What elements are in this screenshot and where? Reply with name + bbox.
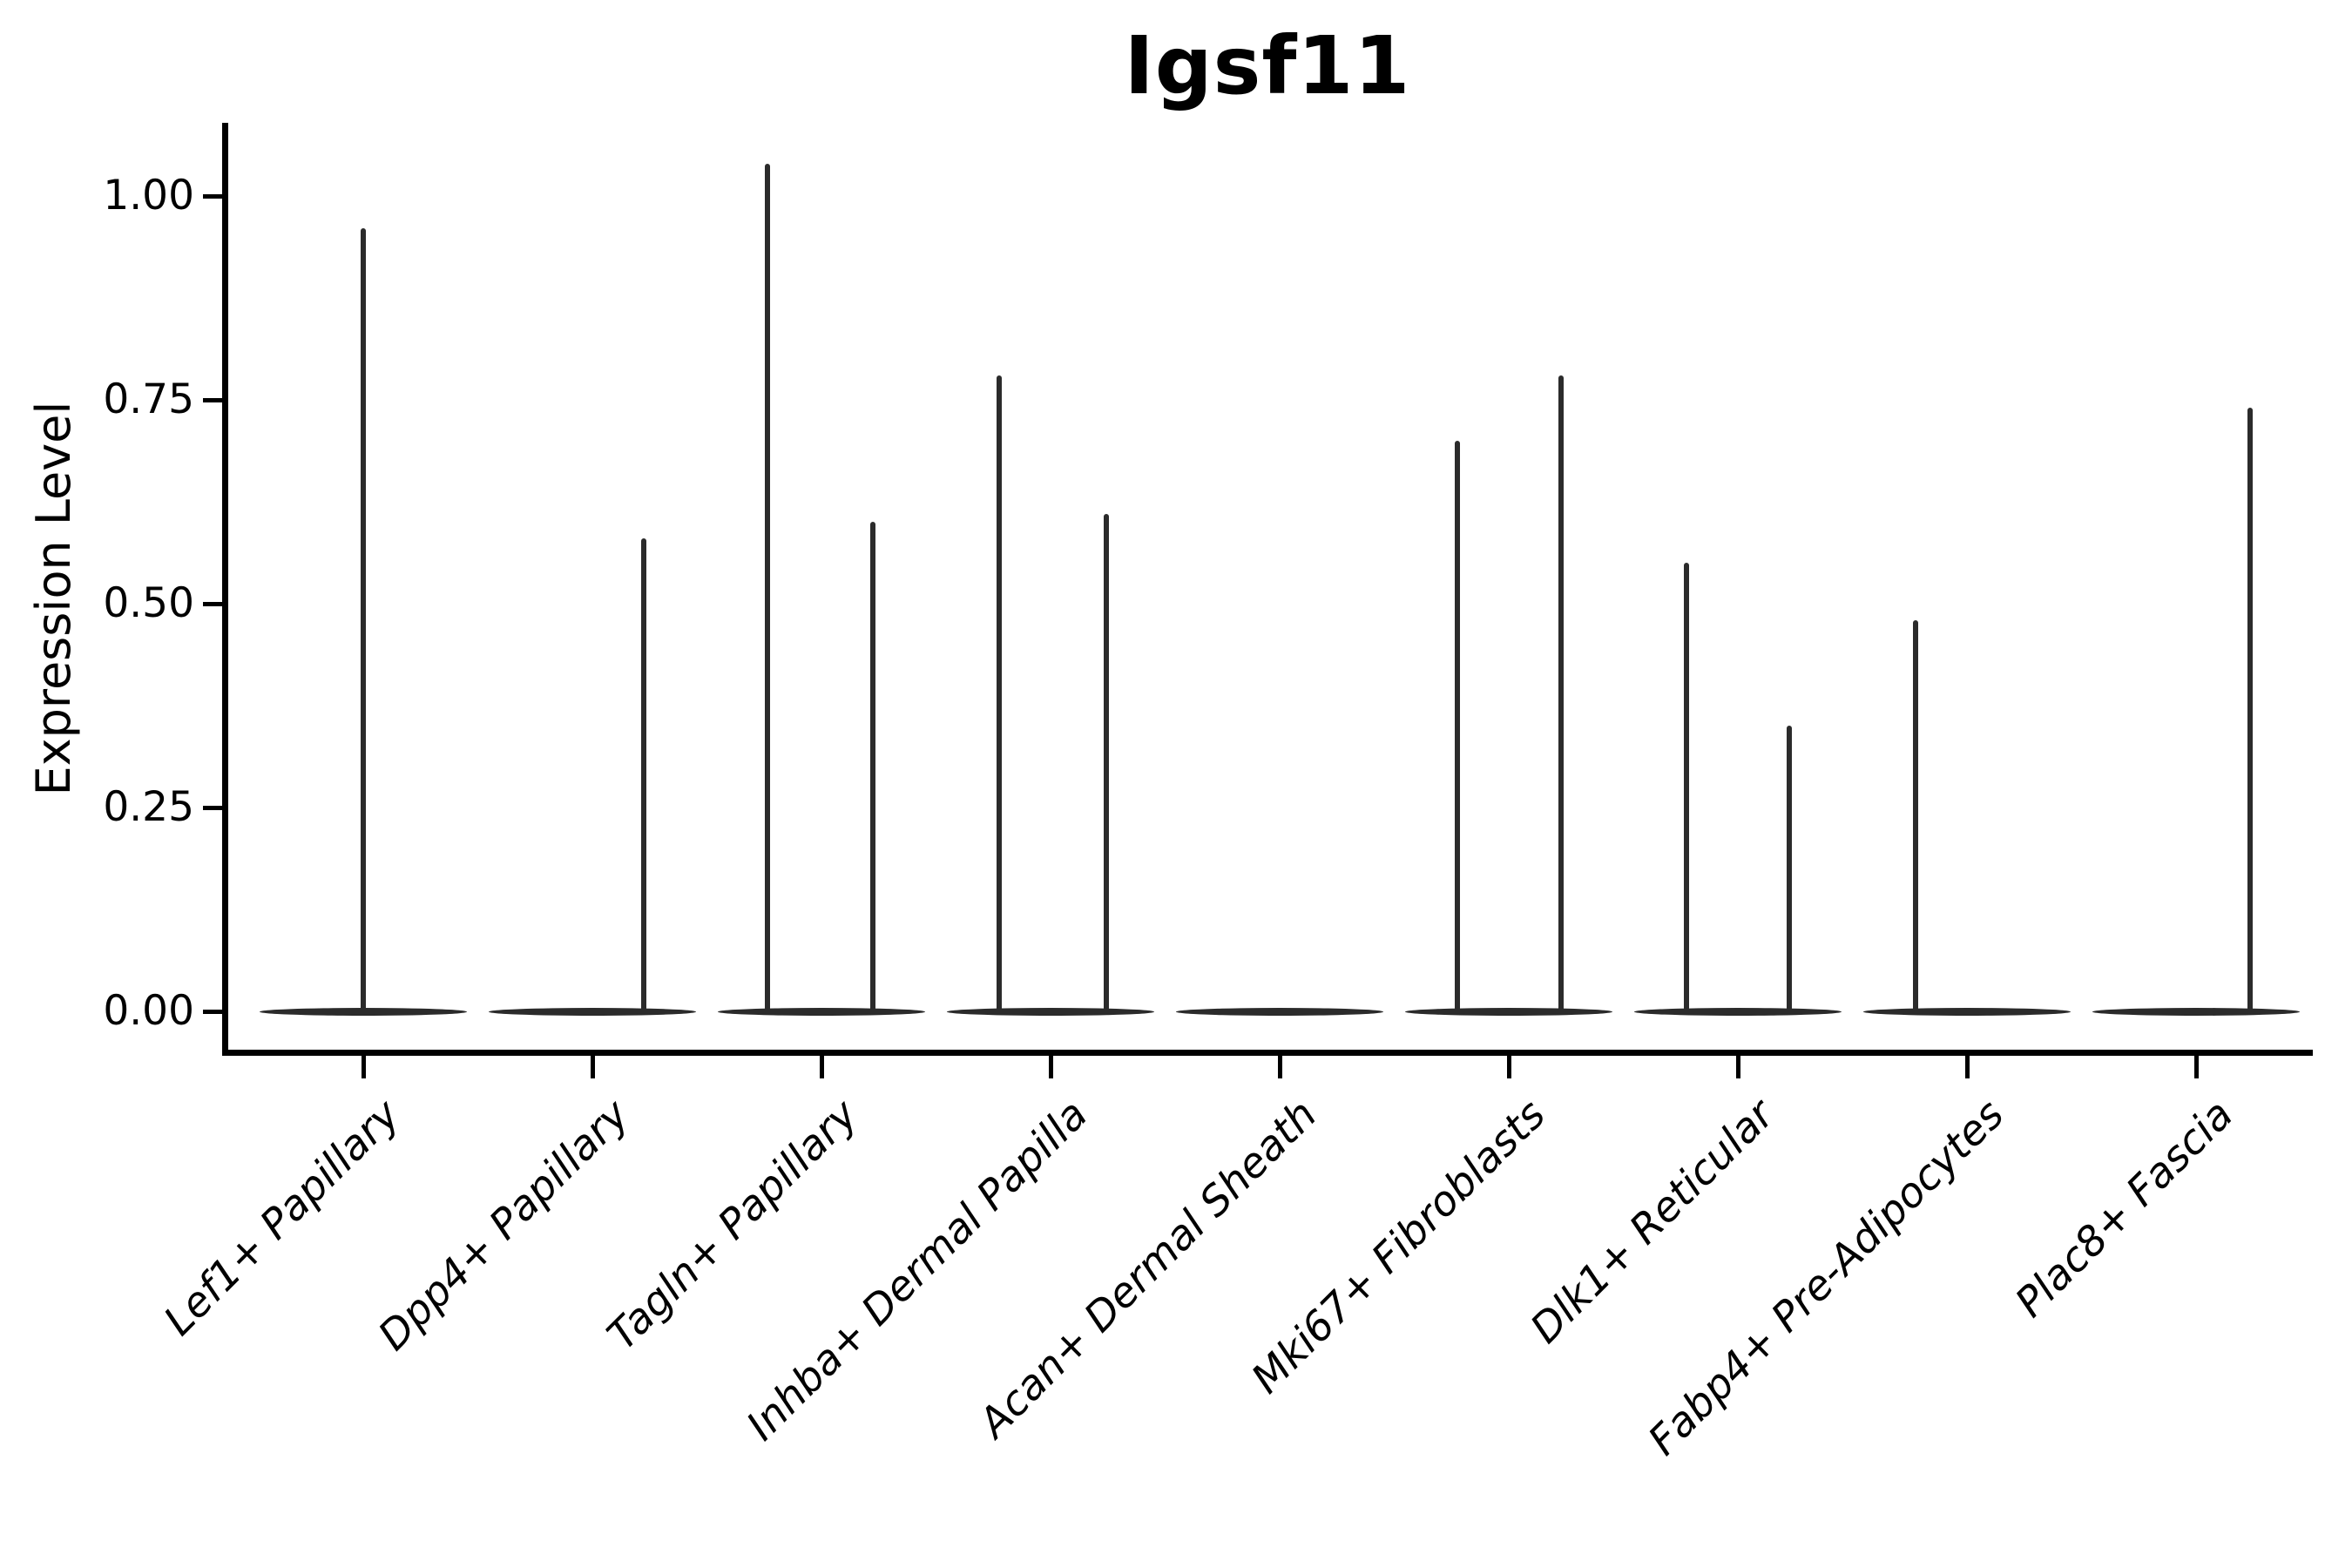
y-tick-label: 0.75 bbox=[103, 375, 194, 423]
expression-spike bbox=[765, 163, 771, 1015]
expression-spike bbox=[870, 522, 876, 1015]
x-tick-label: Dpp4+ Papillary bbox=[368, 1091, 639, 1361]
expression-spike bbox=[1787, 726, 1793, 1015]
y-tick bbox=[203, 601, 222, 606]
violin-base bbox=[718, 1007, 925, 1016]
x-tick-label: Plac8+ Fascia bbox=[2005, 1091, 2242, 1328]
x-tick bbox=[819, 1056, 824, 1078]
x-tick-label: Tagln+ Papillary bbox=[598, 1091, 868, 1360]
expression-spike bbox=[1912, 619, 1918, 1015]
x-axis-spine bbox=[222, 1050, 2313, 1056]
expression-spike bbox=[996, 375, 1002, 1015]
expression-spike bbox=[1104, 514, 1110, 1015]
x-tick-label: Dlk1+ Reticular bbox=[1521, 1091, 1784, 1353]
y-tick bbox=[203, 1009, 222, 1014]
y-tick-label: 0.25 bbox=[103, 783, 194, 831]
x-tick bbox=[1048, 1056, 1053, 1078]
x-tick bbox=[1506, 1056, 1511, 1078]
y-tick bbox=[203, 193, 222, 199]
y-tick-label: 0.00 bbox=[103, 987, 194, 1035]
y-axis-spine bbox=[222, 123, 228, 1056]
violin-base bbox=[2092, 1007, 2300, 1016]
expression-spike bbox=[641, 538, 647, 1015]
x-tick bbox=[361, 1056, 366, 1078]
violin-base bbox=[489, 1007, 696, 1016]
y-tick bbox=[203, 805, 222, 810]
violin-base bbox=[1405, 1007, 1612, 1016]
x-tick bbox=[1735, 1056, 1740, 1078]
x-tick bbox=[590, 1056, 595, 1078]
expression-spike bbox=[361, 228, 366, 1015]
x-tick bbox=[1277, 1056, 1282, 1078]
y-tick bbox=[203, 397, 222, 402]
expression-spike bbox=[1558, 375, 1565, 1015]
violin-base bbox=[1863, 1007, 2071, 1016]
violin-base bbox=[1176, 1007, 1383, 1016]
violin-base bbox=[1634, 1007, 1842, 1016]
x-tick-label: Lef1+ Papillary bbox=[154, 1091, 409, 1346]
x-tick bbox=[2193, 1056, 2199, 1078]
y-tick-label: 0.50 bbox=[103, 579, 194, 627]
violin-base bbox=[947, 1007, 1154, 1016]
y-tick-label: 1.00 bbox=[103, 172, 194, 220]
expression-spike bbox=[1683, 563, 1689, 1015]
x-tick bbox=[1964, 1056, 1970, 1078]
chart-title: Igsf11 bbox=[1124, 19, 1411, 112]
expression-spike bbox=[2247, 408, 2253, 1015]
expression-spike bbox=[1454, 440, 1460, 1015]
